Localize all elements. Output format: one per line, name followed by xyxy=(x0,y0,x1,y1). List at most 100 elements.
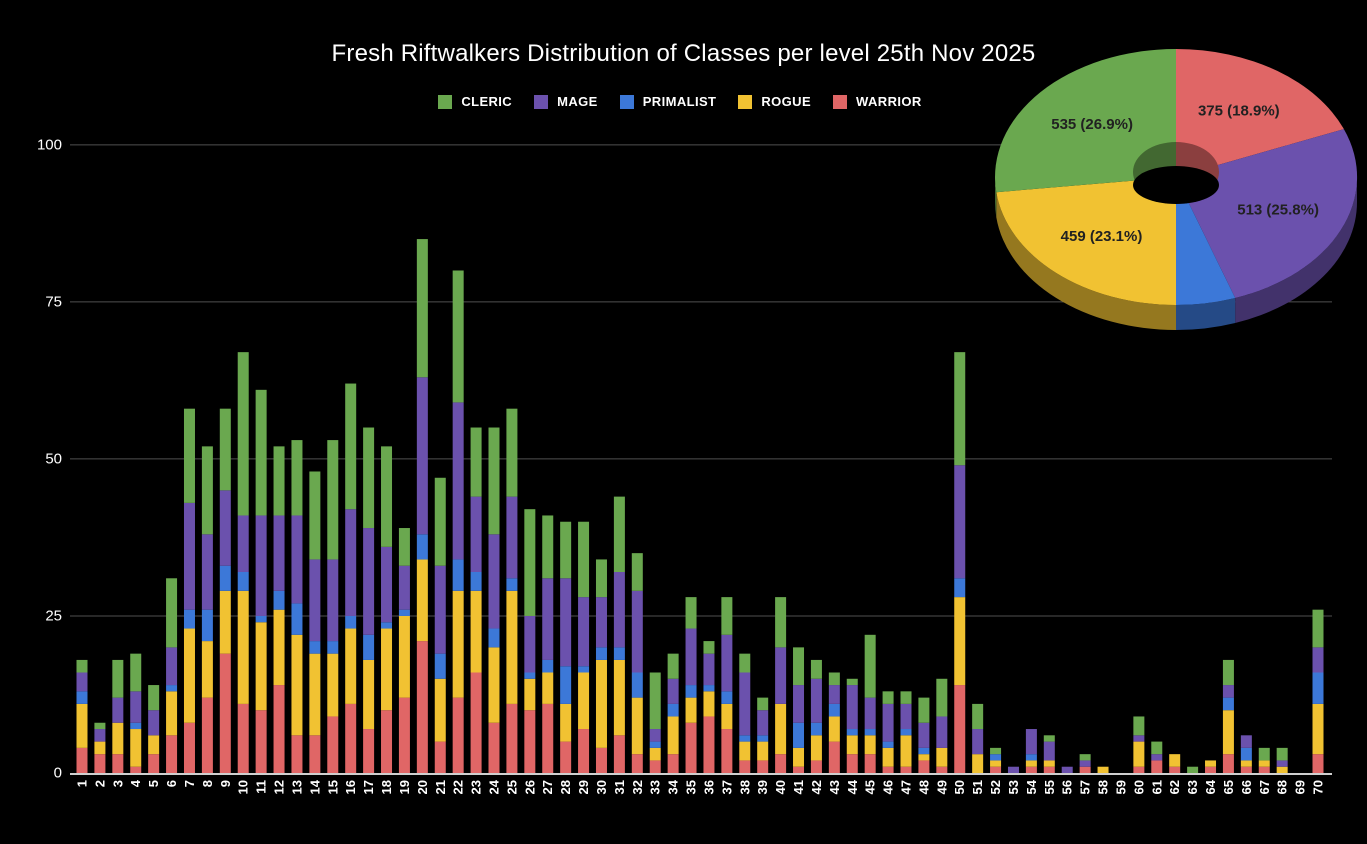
x-tick-label-47: 47 xyxy=(898,780,913,794)
bar-segment-rogue xyxy=(76,703,88,748)
bar-segment-cleric xyxy=(900,691,912,704)
bar-group-35 xyxy=(685,597,697,773)
bar-segment-warrior xyxy=(1312,754,1324,773)
bar-segment-mage xyxy=(918,722,930,748)
donut-chart: 375 (18.9%) 513 (25.8%) 459 (23.1%) 535 (26… xyxy=(995,48,1358,331)
bar-segment-primalist xyxy=(542,659,554,673)
bar-segment-mage xyxy=(793,685,805,723)
bar-segment-cleric xyxy=(452,270,464,403)
bar-segment-warrior xyxy=(1151,760,1163,773)
bar-group-46 xyxy=(882,691,894,773)
bar-segment-rogue xyxy=(1258,760,1270,767)
bar-segment-primalist xyxy=(130,722,142,730)
bar-group-16 xyxy=(345,383,357,773)
bar-segment-warrior xyxy=(183,722,195,773)
bar-segment-rogue xyxy=(1097,766,1109,773)
bar-segment-mage xyxy=(309,559,321,642)
bar-segment-primalist xyxy=(291,603,303,635)
bar-segment-rogue xyxy=(685,697,697,723)
x-tick-label-6: 6 xyxy=(164,780,179,787)
bar-group-64 xyxy=(1205,760,1217,773)
x-tick-label-55: 55 xyxy=(1042,780,1057,794)
bar-segment-rogue xyxy=(488,647,500,723)
x-tick-label-27: 27 xyxy=(540,780,555,794)
bar-segment-rogue xyxy=(1133,741,1145,767)
bar-group-7 xyxy=(183,408,195,773)
bar-segment-warrior xyxy=(255,710,267,773)
x-tick-label-45: 45 xyxy=(863,780,878,794)
bar-segment-warrior xyxy=(810,760,822,773)
bar-group-25 xyxy=(506,408,518,773)
x-tick-label-8: 8 xyxy=(200,780,215,787)
x-tick-label-34: 34 xyxy=(666,779,681,794)
bar-segment-primalist xyxy=(954,578,966,598)
x-tick-label-61: 61 xyxy=(1149,780,1164,794)
bar-segment-primalist xyxy=(363,634,375,660)
donut-side-primalist xyxy=(1176,298,1236,331)
bar-segment-primalist xyxy=(183,609,195,629)
bar-segment-mage xyxy=(273,515,285,591)
x-tick-label-12: 12 xyxy=(272,780,287,794)
bar-segment-cleric xyxy=(1187,766,1199,773)
bar-segment-warrior xyxy=(345,703,357,773)
bar-segment-rogue xyxy=(470,590,482,673)
bar-segment-primalist xyxy=(667,703,679,717)
bar-segment-cleric xyxy=(183,408,195,503)
bar-segment-mage xyxy=(685,628,697,686)
bar-group-26 xyxy=(524,509,536,773)
bar-segment-rogue xyxy=(631,697,643,755)
bar-segment-warrior xyxy=(649,760,661,773)
bar-group-51 xyxy=(972,703,984,773)
bar-segment-mage xyxy=(882,703,894,742)
bar-segment-mage xyxy=(739,672,751,736)
bar-group-8 xyxy=(201,446,213,773)
bar-segment-warrior xyxy=(1079,766,1091,773)
bar-segment-mage xyxy=(291,515,303,604)
bar-segment-cleric xyxy=(237,352,249,516)
bar-segment-primalist xyxy=(846,729,858,736)
bar-segment-primalist xyxy=(524,672,536,679)
bar-segment-warrior xyxy=(667,754,679,773)
bar-segment-rogue xyxy=(649,747,661,761)
bar-segment-rogue xyxy=(201,641,213,698)
legend-swatch-icon xyxy=(619,94,634,109)
bar-segment-mage xyxy=(130,691,142,723)
bar-segment-mage xyxy=(434,565,446,654)
bar-segment-rogue xyxy=(309,653,321,736)
bar-group-12 xyxy=(273,446,285,773)
bar-segment-warrior xyxy=(918,760,930,773)
bar-group-33 xyxy=(649,672,661,773)
x-tick-label-64: 64 xyxy=(1203,779,1218,794)
bar-segment-cleric xyxy=(864,634,876,698)
bar-segment-warrior xyxy=(1240,766,1252,773)
bar-segment-mage xyxy=(488,534,500,629)
bar-segment-mage xyxy=(1133,735,1145,742)
donut-slice-primalist xyxy=(1176,177,1236,306)
bar-segment-cleric xyxy=(793,647,805,686)
x-tick-label-7: 7 xyxy=(182,780,197,787)
legend-item-cleric: CLERIC xyxy=(438,94,512,109)
bar-group-4 xyxy=(130,653,142,773)
donut-side-cleric xyxy=(995,177,997,218)
bar-segment-warrior xyxy=(434,741,446,773)
bar-segment-primalist xyxy=(1222,697,1234,711)
bar-segment-mage xyxy=(76,672,88,692)
bar-segment-cleric xyxy=(488,427,500,535)
legend-item-mage: MAGE xyxy=(534,94,598,109)
bar-segment-cleric xyxy=(721,597,733,635)
bar-segment-cleric xyxy=(1043,735,1055,742)
bar-group-50 xyxy=(954,352,966,773)
bar-segment-cleric xyxy=(828,672,840,686)
bar-segment-mage xyxy=(775,647,787,704)
x-tick-label-40: 40 xyxy=(773,780,788,794)
bar-segment-primalist xyxy=(793,722,805,748)
legend-item-rogue: ROGUE xyxy=(738,94,811,109)
bar-group-34 xyxy=(667,653,679,773)
bar-group-54 xyxy=(1025,729,1037,773)
bar-segment-warrior xyxy=(900,766,912,773)
bar-group-29 xyxy=(578,521,590,773)
x-tick-label-62: 62 xyxy=(1167,780,1182,794)
donut-hole xyxy=(1133,166,1219,204)
bar-group-48 xyxy=(918,697,930,773)
bar-segment-rogue xyxy=(1025,760,1037,767)
